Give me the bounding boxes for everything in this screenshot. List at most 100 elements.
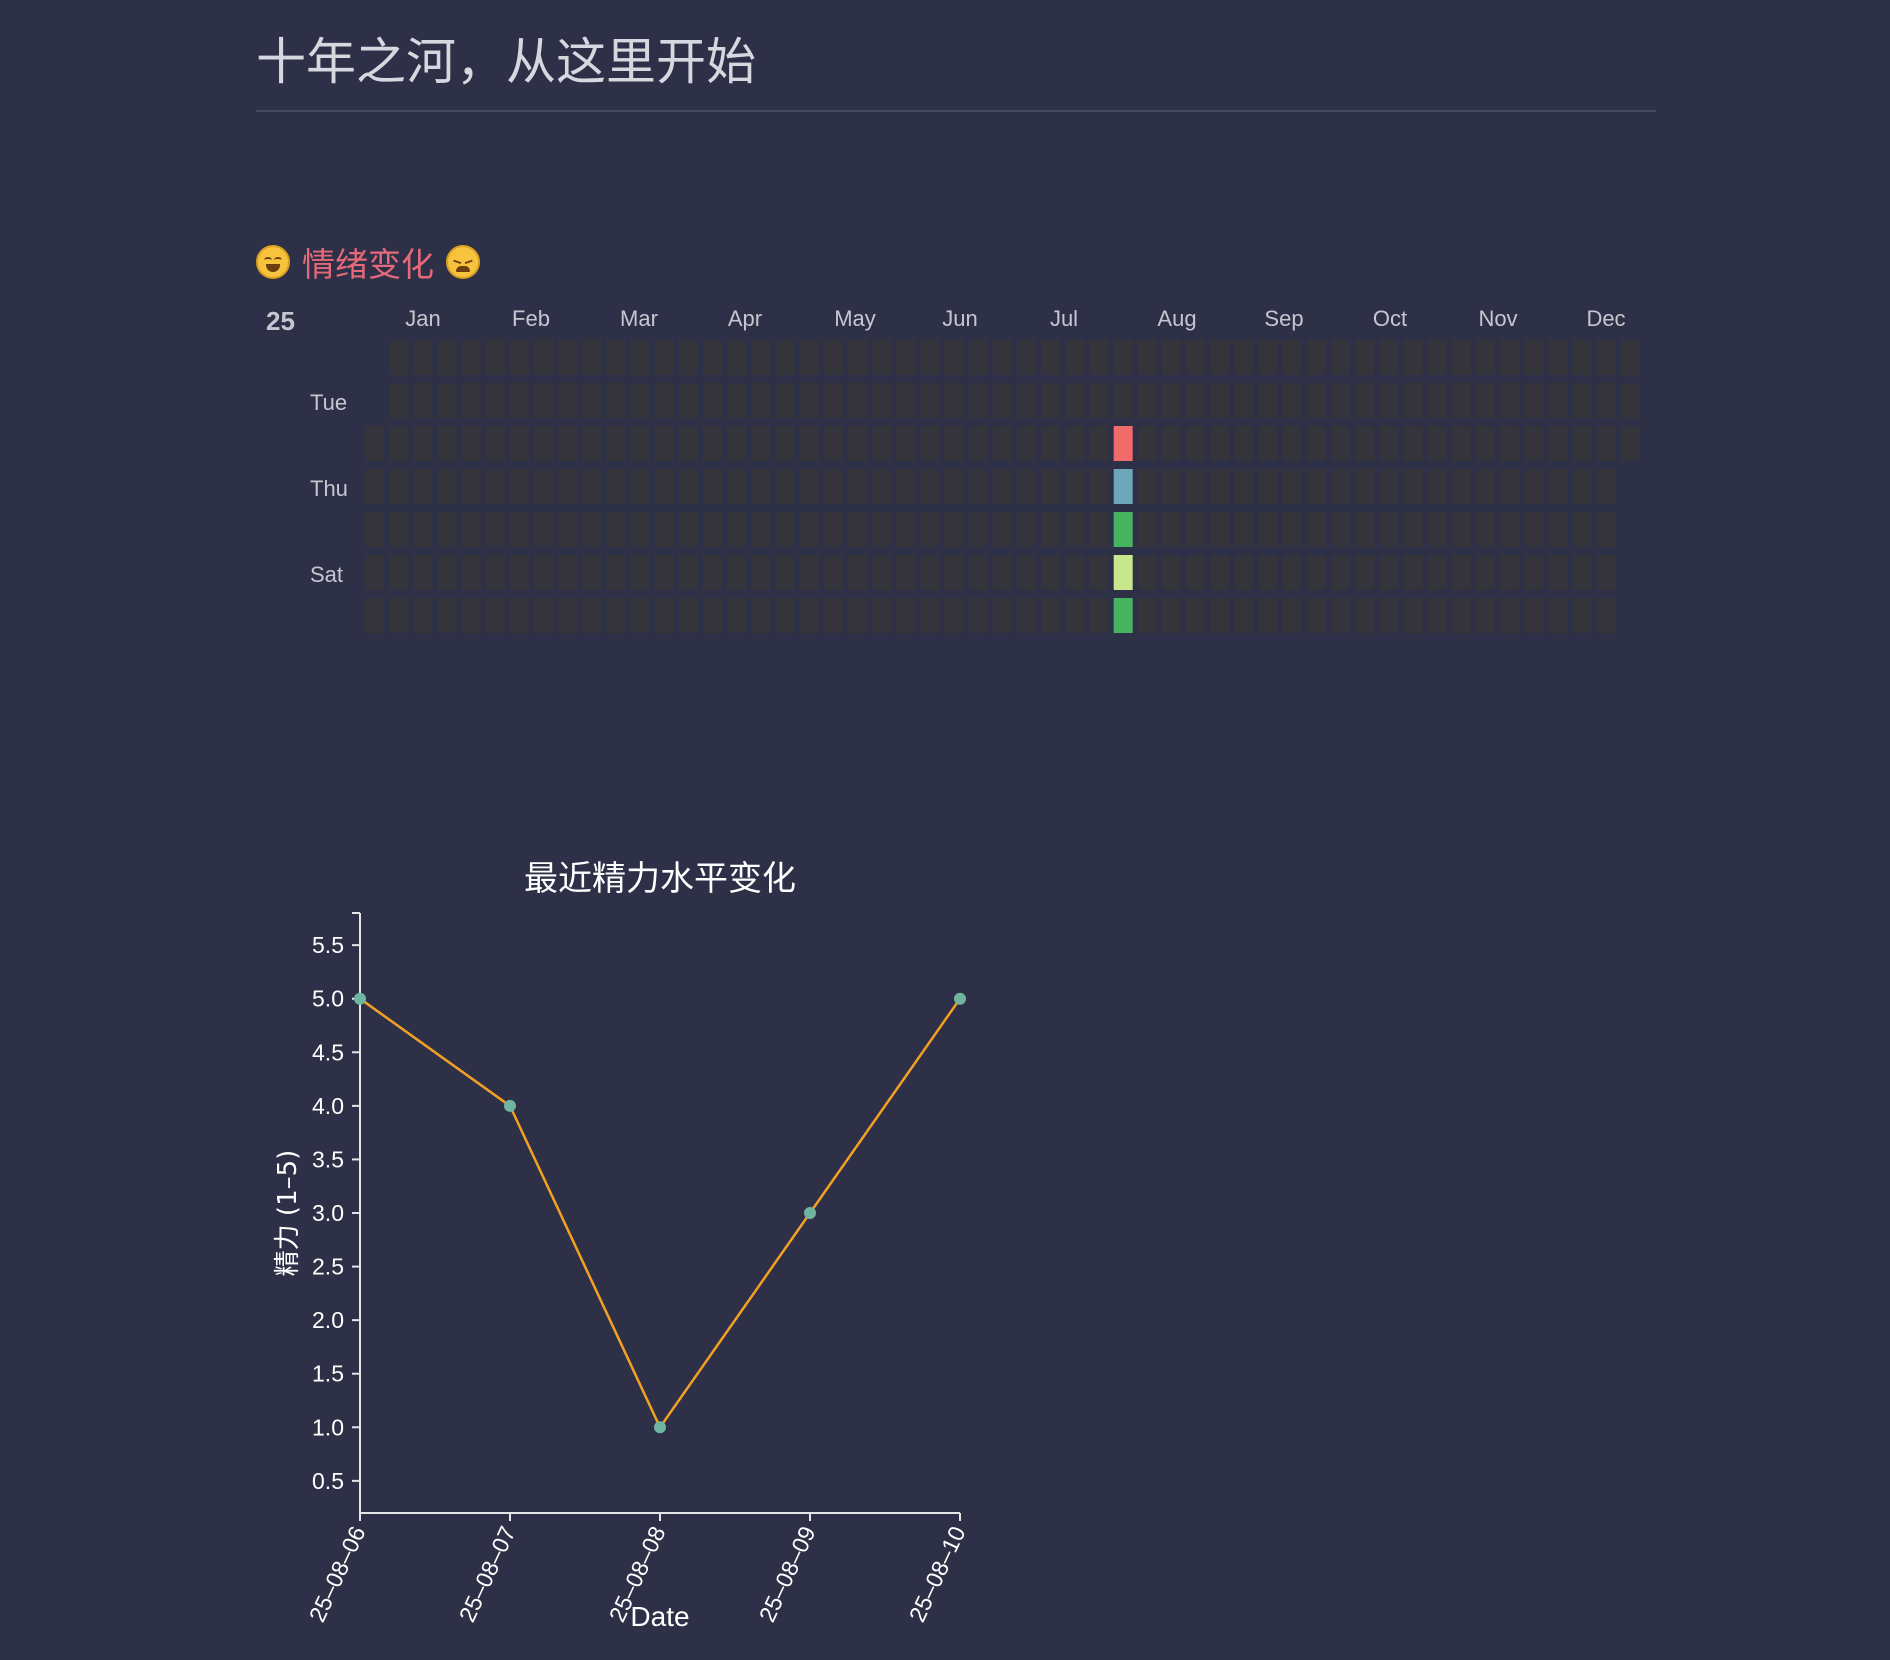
heatmap-cell (437, 512, 457, 547)
heatmap-cell (1161, 555, 1181, 590)
y-tick-label: 3.0 (312, 1200, 344, 1226)
heatmap-cell (727, 598, 747, 633)
heatmap-cell (1524, 340, 1544, 375)
heatmap-cell (1306, 383, 1326, 418)
heatmap-cell (1137, 340, 1157, 375)
heatmap-cell (461, 555, 481, 590)
heatmap-cell (1089, 340, 1109, 375)
heatmap-cell (389, 512, 409, 547)
heatmap-cell (1548, 555, 1568, 590)
x-tick-label: 25–08–10 (904, 1522, 971, 1626)
heatmap-cell (1355, 512, 1375, 547)
mood-heatmap: 25 Jan Feb Mar Apr May Jun Jul Aug Sep Oct Nov Dec Tu… (266, 306, 1640, 633)
heatmap-cell (1258, 512, 1278, 547)
month-label: Jun (942, 306, 977, 331)
heatmap-cell (534, 426, 553, 461)
heatmap-cell (558, 512, 578, 547)
heatmap-cell (1041, 555, 1061, 590)
heatmap-cell (534, 469, 553, 504)
heatmap-cell (1620, 426, 1640, 461)
heatmap-cell (461, 598, 481, 633)
heatmap-cell (944, 469, 964, 504)
month-label: Jan (405, 306, 440, 331)
heatmap-cell (679, 555, 698, 590)
heatmap-cell (1427, 555, 1447, 590)
heatmap-cell (1379, 469, 1399, 504)
heatmap-cell (558, 555, 578, 590)
heatmap-cell (1427, 469, 1447, 504)
heatmap-cell (992, 555, 1012, 590)
heatmap-cell (1475, 598, 1495, 633)
heatmap-cell (1306, 426, 1326, 461)
heatmap-cell (1258, 426, 1278, 461)
heatmap-cell (1475, 426, 1495, 461)
heatmap-cell (1403, 598, 1423, 633)
heatmap-cell (1161, 340, 1181, 375)
heatmap-cell (1451, 512, 1471, 547)
heatmap-cell (679, 426, 698, 461)
heatmap-cell (799, 598, 819, 633)
heatmap-cell (654, 383, 674, 418)
heatmap-cell (920, 383, 940, 418)
heatmap-cell (1089, 469, 1109, 504)
heatmap-cell (1427, 512, 1447, 547)
heatmap-cell (1331, 469, 1350, 504)
heatmap-cell (848, 426, 867, 461)
heatmap-cell (630, 340, 650, 375)
heatmap-cell (920, 469, 940, 504)
heatmap-cell (992, 340, 1012, 375)
heatmap-cell (1548, 383, 1568, 418)
heatmap-cell (365, 555, 384, 590)
heatmap-cell (654, 426, 674, 461)
heatmap-cell (1137, 555, 1157, 590)
heatmap-cell (679, 340, 698, 375)
heatmap-cell (920, 598, 940, 633)
heatmap-cell (365, 598, 384, 633)
heatmap-cell (1403, 512, 1423, 547)
heatmap-cell (896, 469, 916, 504)
heatmap-cell (1524, 555, 1544, 590)
heatmap-cell (1475, 469, 1495, 504)
heatmap-cell (1572, 426, 1592, 461)
heatmap-cell (413, 555, 433, 590)
heatmap-cell (1451, 340, 1471, 375)
heatmap-cell (823, 512, 843, 547)
heatmap-cell (1548, 340, 1568, 375)
heatmap-cell (1548, 469, 1568, 504)
data-point (504, 1099, 516, 1112)
y-tick-label: 4.5 (312, 1039, 344, 1065)
heatmap-cell (1258, 598, 1278, 633)
heatmap-cell (1331, 512, 1350, 547)
heatmap-cell (1427, 426, 1447, 461)
heatmap-cell (1017, 598, 1036, 633)
heatmap-cell (1234, 469, 1254, 504)
heatmap-cell (1572, 340, 1592, 375)
heatmap-cell (872, 426, 892, 461)
heatmap-cell (1596, 383, 1616, 418)
heatmap-cell (1041, 426, 1061, 461)
heatmap-cell (992, 426, 1012, 461)
heatmap-cell (1379, 512, 1399, 547)
heatmap-cell (1524, 426, 1544, 461)
heatmap-cell (630, 469, 650, 504)
heatmap-cell (727, 426, 747, 461)
heatmap-cell (920, 512, 940, 547)
heatmap-cell (1186, 426, 1206, 461)
heatmap-cell (1500, 340, 1519, 375)
heatmap-cell (944, 426, 964, 461)
heatmap-cell (1210, 340, 1230, 375)
heatmap-cell (1186, 340, 1206, 375)
heatmap-cell (823, 383, 843, 418)
heatmap-cell (1403, 555, 1423, 590)
heatmap-cell (896, 598, 916, 633)
heatmap-cell (1089, 383, 1109, 418)
heatmap-cell (896, 512, 916, 547)
heatmap-cell (1331, 383, 1350, 418)
heatmap-cell (823, 555, 843, 590)
heatmap-cell (1500, 598, 1519, 633)
heatmap-cell (1379, 555, 1399, 590)
heatmap-cell-filled (1113, 469, 1133, 504)
heatmap-cell (703, 383, 723, 418)
heatmap-cell (775, 426, 795, 461)
heatmap-cell (1331, 598, 1350, 633)
